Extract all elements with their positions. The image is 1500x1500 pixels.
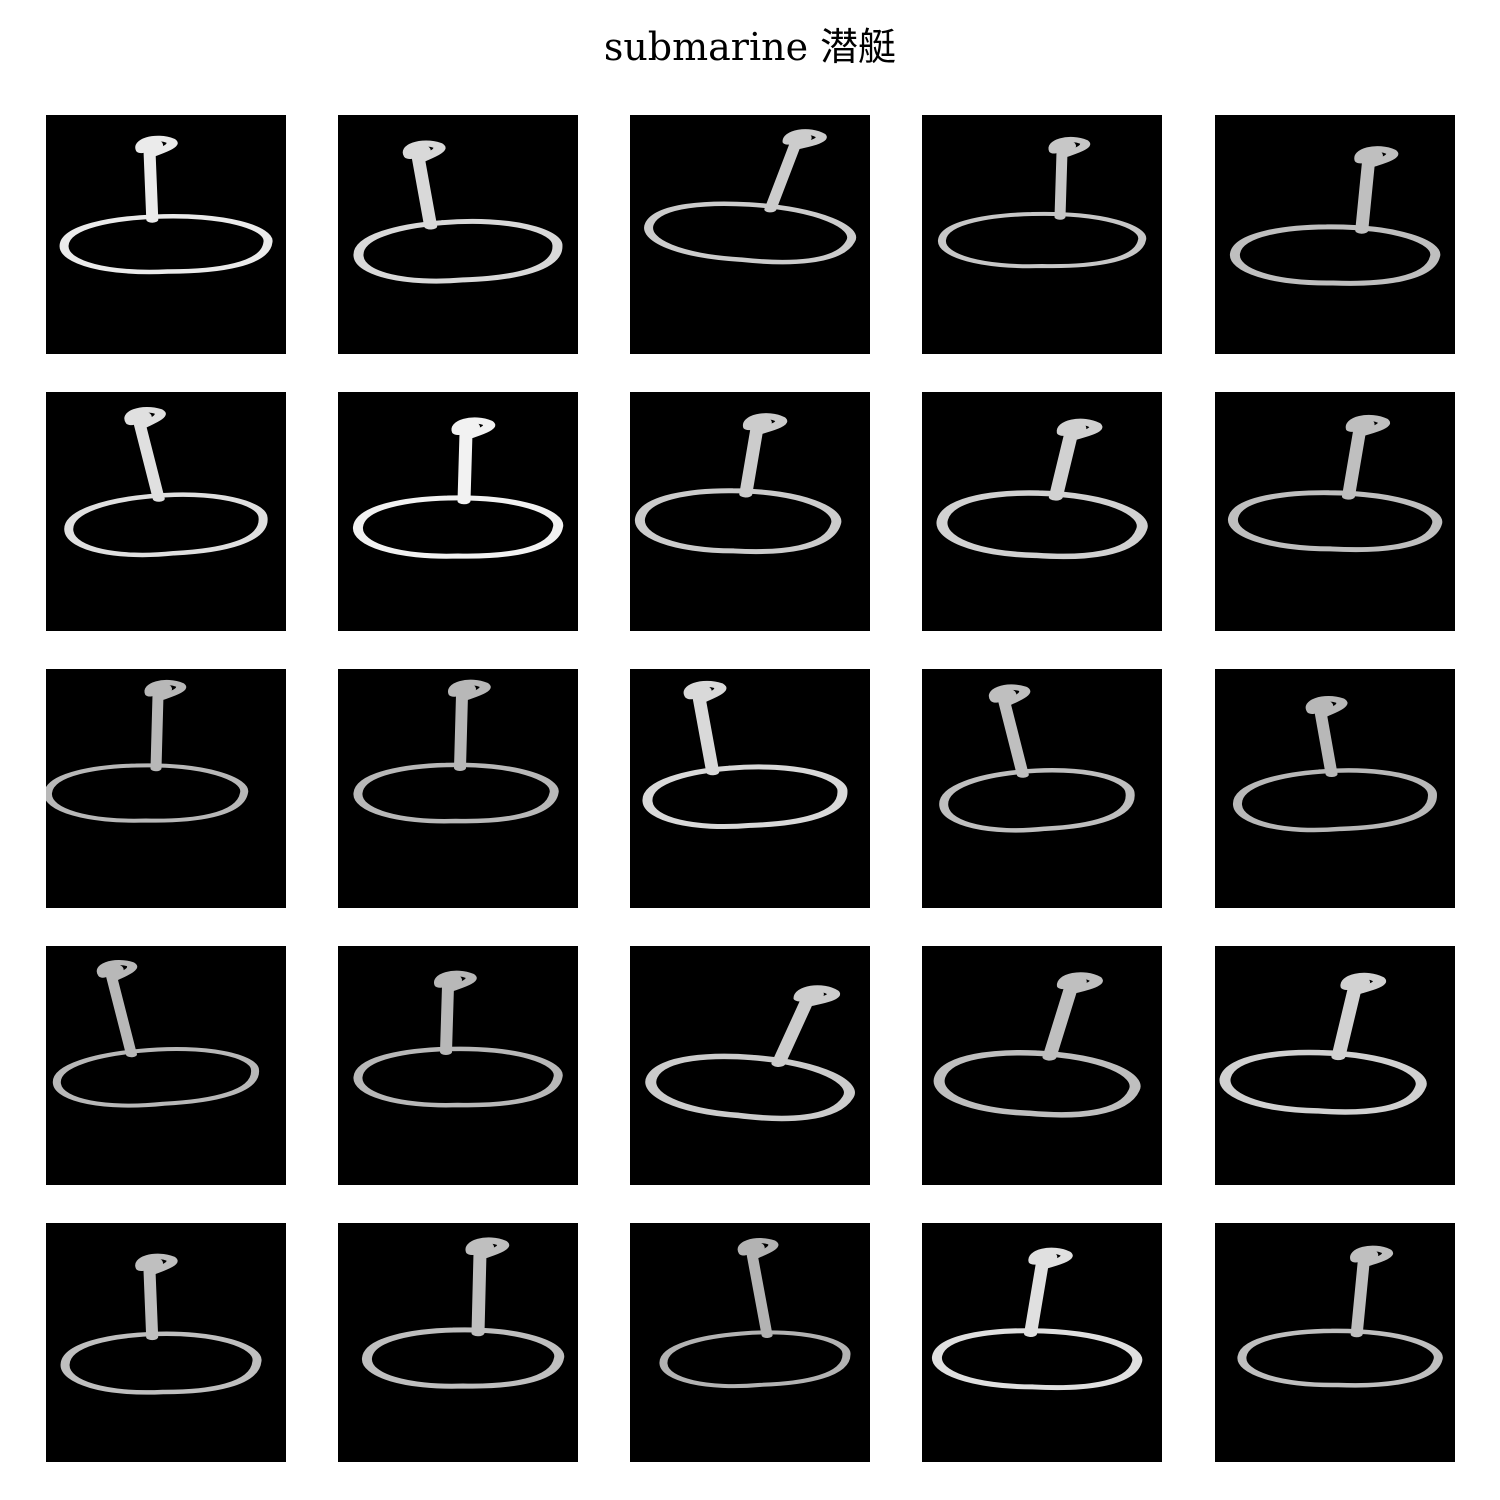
submarine-doodle-icon bbox=[353, 679, 559, 824]
sketch-tile bbox=[338, 946, 578, 1185]
submarine-doodle-icon bbox=[1219, 972, 1427, 1115]
submarine-doodle-icon bbox=[353, 140, 563, 284]
submarine-doodle-icon bbox=[353, 417, 564, 559]
sketch-tile bbox=[630, 669, 870, 908]
submarine-doodle-icon bbox=[64, 406, 268, 558]
submarine-doodle-icon bbox=[645, 985, 855, 1122]
sketch-tile bbox=[630, 392, 870, 631]
sketch-tile bbox=[338, 392, 578, 631]
sketch-tile bbox=[922, 946, 1162, 1185]
submarine-doodle-icon bbox=[353, 970, 563, 1108]
sketch-tile bbox=[630, 946, 870, 1185]
sketch-tile bbox=[922, 392, 1162, 631]
sketch-tile bbox=[46, 1223, 286, 1462]
sketch-tile bbox=[922, 115, 1162, 354]
sketch-tile bbox=[1215, 1223, 1455, 1462]
submarine-doodle-icon bbox=[644, 129, 857, 265]
sketch-tile bbox=[1215, 669, 1455, 908]
sketch-tile bbox=[46, 669, 286, 908]
submarine-doodle-icon bbox=[635, 413, 842, 555]
submarine-doodle-icon bbox=[933, 972, 1141, 1118]
submarine-doodle-icon bbox=[938, 136, 1147, 269]
submarine-doodle-icon bbox=[52, 959, 260, 1108]
submarine-doodle-icon bbox=[939, 684, 1135, 833]
sketch-tile bbox=[46, 946, 286, 1185]
submarine-doodle-icon bbox=[60, 1253, 262, 1395]
figure-title: submarine 潜艇 bbox=[603, 25, 897, 69]
submarine-doodle-icon bbox=[1228, 414, 1443, 553]
sketch-tile bbox=[1215, 115, 1455, 354]
submarine-doodle-icon bbox=[936, 418, 1148, 560]
sketch-tile bbox=[46, 115, 286, 354]
submarine-doodle-icon bbox=[59, 135, 273, 275]
sketch-tile bbox=[922, 669, 1162, 908]
sketch-tile bbox=[630, 1223, 870, 1462]
submarine-doodle-icon bbox=[362, 1237, 565, 1389]
submarine-doodle-icon bbox=[659, 1238, 851, 1389]
submarine-doodle-icon bbox=[1237, 1245, 1443, 1388]
submarine-doodle-icon bbox=[1233, 696, 1437, 833]
sketch-tile bbox=[338, 115, 578, 354]
sketch-tile bbox=[630, 115, 870, 354]
submarine-doodle-icon bbox=[46, 679, 249, 823]
sketch-tile bbox=[1215, 946, 1455, 1185]
sketch-tile bbox=[1215, 392, 1455, 631]
submarine-doodle-icon bbox=[1230, 146, 1441, 286]
sketch-tile bbox=[338, 669, 578, 908]
submarine-doodle-icon bbox=[642, 680, 848, 830]
sketch-tile bbox=[338, 1223, 578, 1462]
sketch-tile bbox=[46, 392, 286, 631]
submarine-doodle-icon bbox=[932, 1247, 1143, 1391]
sketch-tile bbox=[922, 1223, 1162, 1462]
